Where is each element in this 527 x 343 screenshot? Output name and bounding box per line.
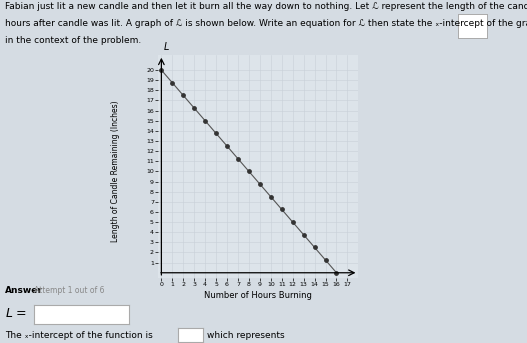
Point bbox=[245, 169, 253, 174]
Text: Attempt 1 out of 6: Attempt 1 out of 6 bbox=[34, 286, 105, 295]
Point bbox=[234, 156, 242, 162]
Text: hours after candle was lit. A graph of ℒ is shown below. Write an equation for ℒ: hours after candle was lit. A graph of ℒ… bbox=[5, 19, 527, 28]
Text: $L$ =: $L$ = bbox=[5, 307, 27, 320]
Point bbox=[179, 93, 188, 98]
Text: Answer: Answer bbox=[5, 286, 43, 295]
Point bbox=[299, 232, 308, 237]
Text: The ₓ-intercept of the function is: The ₓ-intercept of the function is bbox=[5, 331, 153, 340]
Text: which represents: which represents bbox=[207, 331, 285, 340]
X-axis label: Number of Hours Burning: Number of Hours Burning bbox=[204, 291, 312, 300]
Point bbox=[201, 118, 209, 123]
Text: Length of Candle Remaining (Inches): Length of Candle Remaining (Inches) bbox=[111, 100, 120, 242]
Text: $L$: $L$ bbox=[163, 40, 170, 52]
Point bbox=[212, 131, 220, 136]
Point bbox=[168, 80, 177, 85]
Point bbox=[310, 245, 319, 250]
Point bbox=[267, 194, 275, 200]
Point bbox=[157, 67, 165, 73]
Point bbox=[288, 220, 297, 225]
Point bbox=[321, 257, 330, 263]
Text: Fabian just lit a new candle and then let it burn all the way down to nothing. L: Fabian just lit a new candle and then le… bbox=[5, 2, 527, 11]
Point bbox=[332, 270, 340, 275]
Point bbox=[190, 105, 199, 111]
Point bbox=[256, 181, 264, 187]
Point bbox=[278, 207, 286, 212]
Point bbox=[223, 143, 231, 149]
Text: in the context of the problem.: in the context of the problem. bbox=[5, 36, 142, 45]
